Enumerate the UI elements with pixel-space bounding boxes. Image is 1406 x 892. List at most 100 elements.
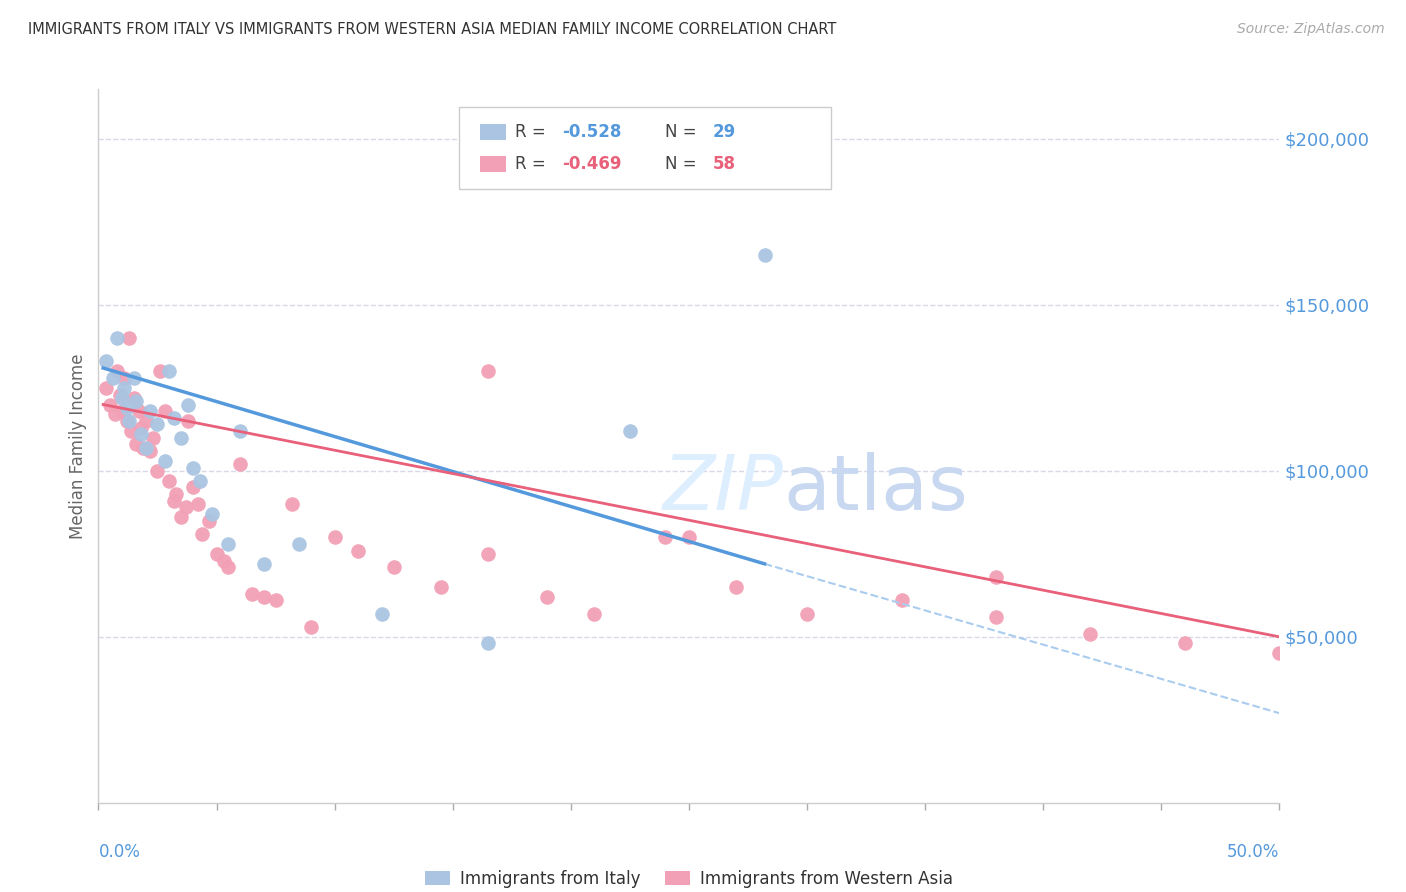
FancyBboxPatch shape	[458, 107, 831, 189]
Point	[98, 397, 121, 411]
Point	[94, 354, 117, 368]
Point	[201, 507, 224, 521]
Text: Source: ZipAtlas.com: Source: ZipAtlas.com	[1237, 22, 1385, 37]
Point	[477, 636, 499, 650]
Point	[583, 607, 606, 621]
Point	[477, 364, 499, 378]
Point	[187, 497, 209, 511]
Point	[163, 493, 186, 508]
Point	[165, 487, 187, 501]
Text: N =: N =	[665, 123, 702, 141]
Point	[135, 441, 157, 455]
Point	[240, 587, 263, 601]
Point	[1174, 636, 1197, 650]
Point	[177, 414, 200, 428]
Point	[115, 414, 138, 428]
Point	[157, 364, 180, 378]
Point	[139, 444, 162, 458]
Point	[174, 500, 197, 515]
Point	[94, 381, 117, 395]
Text: atlas: atlas	[783, 452, 969, 525]
Point	[111, 391, 134, 405]
Bar	[479, 156, 506, 172]
Point	[170, 510, 193, 524]
Bar	[479, 124, 506, 140]
Point	[371, 607, 394, 621]
Point	[217, 537, 239, 551]
Point	[619, 424, 641, 438]
Point	[382, 560, 405, 574]
Point	[105, 331, 128, 345]
Point	[157, 474, 180, 488]
Point	[118, 331, 141, 345]
Point	[177, 397, 200, 411]
Text: 58: 58	[713, 155, 735, 173]
Point	[125, 437, 148, 451]
Point	[477, 547, 499, 561]
Point	[654, 530, 676, 544]
Point	[108, 387, 131, 401]
Text: R =: R =	[516, 155, 551, 173]
Point	[129, 427, 152, 442]
Point	[139, 404, 162, 418]
Point	[146, 417, 169, 432]
Point	[104, 408, 127, 422]
Point	[984, 570, 1007, 584]
Point	[105, 364, 128, 378]
Point	[229, 457, 252, 471]
Point	[212, 553, 235, 567]
Point	[1080, 626, 1102, 640]
Text: 50.0%: 50.0%	[1227, 843, 1279, 861]
Point	[678, 530, 700, 544]
Point	[288, 537, 311, 551]
Point	[890, 593, 912, 607]
Point	[142, 431, 165, 445]
Text: ZIP: ZIP	[662, 452, 783, 525]
Point	[181, 481, 204, 495]
Text: 29: 29	[713, 123, 735, 141]
Point	[191, 527, 214, 541]
Point	[112, 371, 135, 385]
Point	[122, 391, 145, 405]
Point	[725, 580, 748, 594]
Text: IMMIGRANTS FROM ITALY VS IMMIGRANTS FROM WESTERN ASIA MEDIAN FAMILY INCOME CORRE: IMMIGRANTS FROM ITALY VS IMMIGRANTS FROM…	[28, 22, 837, 37]
Point	[112, 381, 135, 395]
Point	[132, 441, 155, 455]
Point	[984, 610, 1007, 624]
Point	[149, 364, 172, 378]
Point	[129, 421, 152, 435]
Point	[281, 497, 304, 511]
Text: R =: R =	[516, 123, 551, 141]
Point	[796, 607, 818, 621]
Point	[181, 460, 204, 475]
Point	[111, 404, 134, 418]
Point	[253, 590, 276, 604]
Point	[135, 414, 157, 428]
Point	[205, 547, 228, 561]
Point	[430, 580, 453, 594]
Text: -0.528: -0.528	[562, 123, 621, 141]
Point	[323, 530, 346, 544]
Point	[122, 371, 145, 385]
Point	[264, 593, 287, 607]
Point	[128, 404, 150, 418]
Point	[121, 424, 143, 438]
Text: -0.469: -0.469	[562, 155, 621, 173]
Point	[229, 424, 252, 438]
Point	[299, 620, 322, 634]
Point	[536, 590, 558, 604]
Point	[347, 543, 370, 558]
Y-axis label: Median Family Income: Median Family Income	[69, 353, 87, 539]
Legend: Immigrants from Italy, Immigrants from Western Asia: Immigrants from Italy, Immigrants from W…	[418, 863, 960, 892]
Text: N =: N =	[665, 155, 702, 173]
Point	[170, 431, 193, 445]
Point	[146, 464, 169, 478]
Point	[217, 560, 239, 574]
Point	[253, 557, 276, 571]
Point	[1268, 647, 1291, 661]
Point	[115, 401, 138, 415]
Point	[101, 371, 124, 385]
Point	[754, 248, 776, 262]
Point	[198, 514, 221, 528]
Point	[118, 414, 141, 428]
